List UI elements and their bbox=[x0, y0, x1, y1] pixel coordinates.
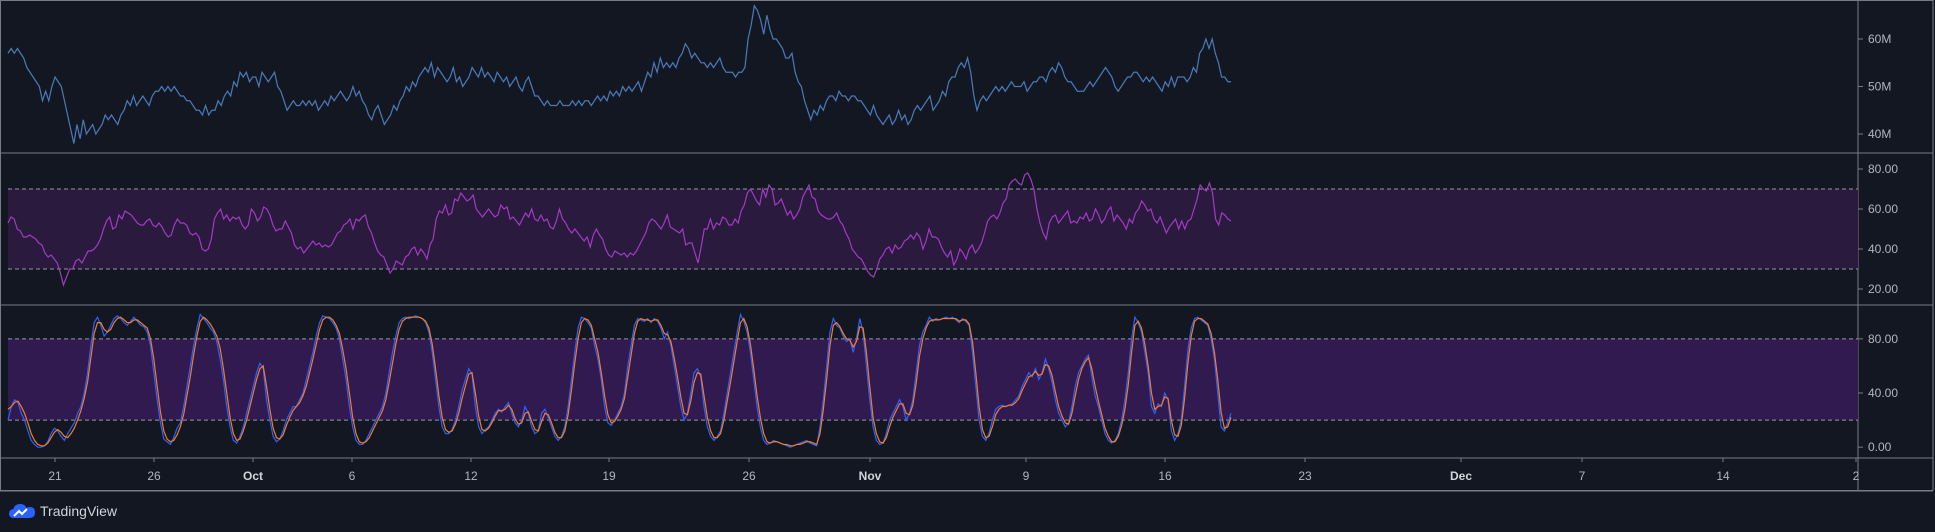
stochastic-y-tick-label: 80.00 bbox=[1868, 332, 1898, 346]
volume-y-tick-label: 60M bbox=[1868, 32, 1891, 46]
time-axis-label: 12 bbox=[464, 469, 478, 483]
time-axis-label: Oct bbox=[243, 469, 263, 483]
rsi-y-tick-label: 20.00 bbox=[1868, 282, 1898, 296]
time-axis-label: 7 bbox=[1579, 469, 1586, 483]
time-axis-label: Dec bbox=[1450, 469, 1472, 483]
time-axis-label: 21 bbox=[48, 469, 62, 483]
stochastic-series-2-line[interactable] bbox=[7, 316, 1232, 447]
time-axis-label: 16 bbox=[1158, 469, 1172, 483]
rsi-band bbox=[8, 189, 1858, 269]
volume-series-1-line[interactable] bbox=[7, 4, 1231, 144]
tradingview-cloud-icon bbox=[9, 504, 35, 518]
rsi-y-tick-label: 60.00 bbox=[1868, 202, 1898, 216]
stochastic-y-tick-label: 0.00 bbox=[1868, 440, 1892, 454]
rsi-series-1-line[interactable] bbox=[7, 172, 1232, 287]
time-axis-label: 9 bbox=[1023, 469, 1030, 483]
rsi-y-tick-label: 40.00 bbox=[1868, 242, 1898, 256]
logo-text: TradingView bbox=[40, 503, 118, 519]
tradingview-logo[interactable]: TradingView bbox=[8, 502, 117, 520]
time-axis-label: 19 bbox=[602, 469, 616, 483]
stochastic-series-1-line[interactable] bbox=[7, 312, 1232, 448]
time-axis-label: 14 bbox=[1716, 469, 1730, 483]
volume-y-tick-label: 40M bbox=[1868, 127, 1891, 141]
volume-y-tick-label: 50M bbox=[1868, 80, 1891, 94]
time-axis-label: 26 bbox=[147, 469, 161, 483]
time-axis-label: 6 bbox=[349, 469, 356, 483]
rsi-y-tick-label: 80.00 bbox=[1868, 162, 1898, 176]
time-axis-label: 23 bbox=[1298, 469, 1312, 483]
stochastic-y-tick-label: 40.00 bbox=[1868, 386, 1898, 400]
chart-area[interactable]: 40M 50M 60M 20.00 40.00 60.00 80.00 0.00 40.00 80… bbox=[0, 0, 1935, 498]
time-axis-label: Nov bbox=[859, 469, 882, 483]
stochastic-band bbox=[8, 338, 1858, 421]
time-axis-label: 2 bbox=[1853, 469, 1860, 483]
time-axis-label: 26 bbox=[742, 469, 756, 483]
